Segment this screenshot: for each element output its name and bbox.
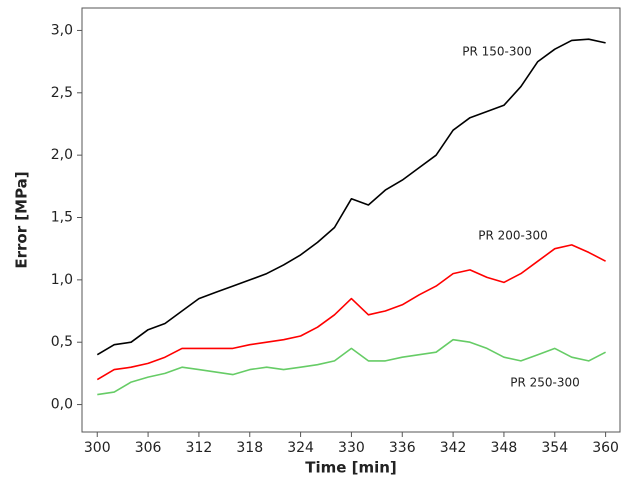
y-tick-label: 2,0: [51, 147, 73, 163]
x-tick-label: 318: [236, 440, 263, 456]
x-tick-label: 348: [491, 440, 518, 456]
x-tick-label: 306: [135, 440, 162, 456]
series-line: [97, 338, 606, 396]
x-tick-label: 360: [592, 440, 619, 456]
y-tick-label: 1,5: [51, 210, 73, 226]
series-label: PR 250-300: [510, 376, 580, 390]
y-tick-label: 0,5: [51, 334, 73, 350]
series-line: [96, 244, 606, 381]
x-tick-label: 324: [287, 440, 314, 456]
y-tick-label: 3,0: [51, 22, 73, 38]
series-label: PR 150-300: [462, 45, 532, 59]
series-line: [96, 38, 606, 356]
y-tick-label: 2,5: [51, 85, 73, 101]
y-tick-label: 0,0: [51, 397, 73, 413]
series-label: PR 200-300: [478, 229, 548, 243]
x-axis-title: Time [min]: [305, 459, 397, 477]
x-tick-label: 342: [440, 440, 467, 456]
x-tick-label: 300: [84, 440, 111, 456]
x-tick-label: 354: [541, 440, 568, 456]
y-axis-title: Error [MPa]: [13, 171, 31, 268]
y-tick-label: 1,0: [51, 272, 73, 288]
x-tick-label: 312: [186, 440, 213, 456]
plot-frame: [81, 7, 621, 433]
x-tick-label: 330: [338, 440, 365, 456]
x-tick-label: 336: [389, 440, 416, 456]
